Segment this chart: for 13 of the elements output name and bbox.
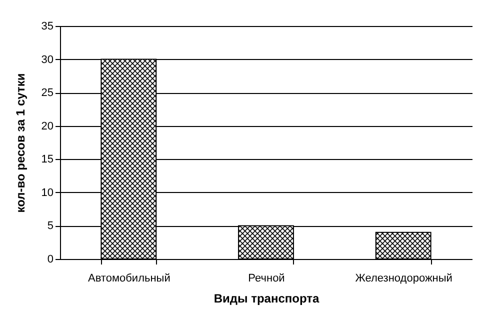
x-tick-label: Железнодорожный [355,272,452,284]
y-tick-label: 25 [41,87,54,100]
y-tick-label: 15 [41,154,54,166]
y-tick-label: 20 [41,120,54,132]
x-axis-title: Виды транспорта [214,292,320,306]
x-tick-label: Автомобильный [88,272,170,284]
y-tick-label: 30 [41,54,54,66]
x-tick-label: Речной [248,272,285,284]
y-axis-title: кол-во ресов за 1 сутки [13,73,28,213]
y-tick-label: 10 [41,186,54,199]
y-tick-label: 5 [47,220,54,232]
y-tick-label: 35 [41,20,54,32]
y-tick-label: 0 [47,254,54,266]
